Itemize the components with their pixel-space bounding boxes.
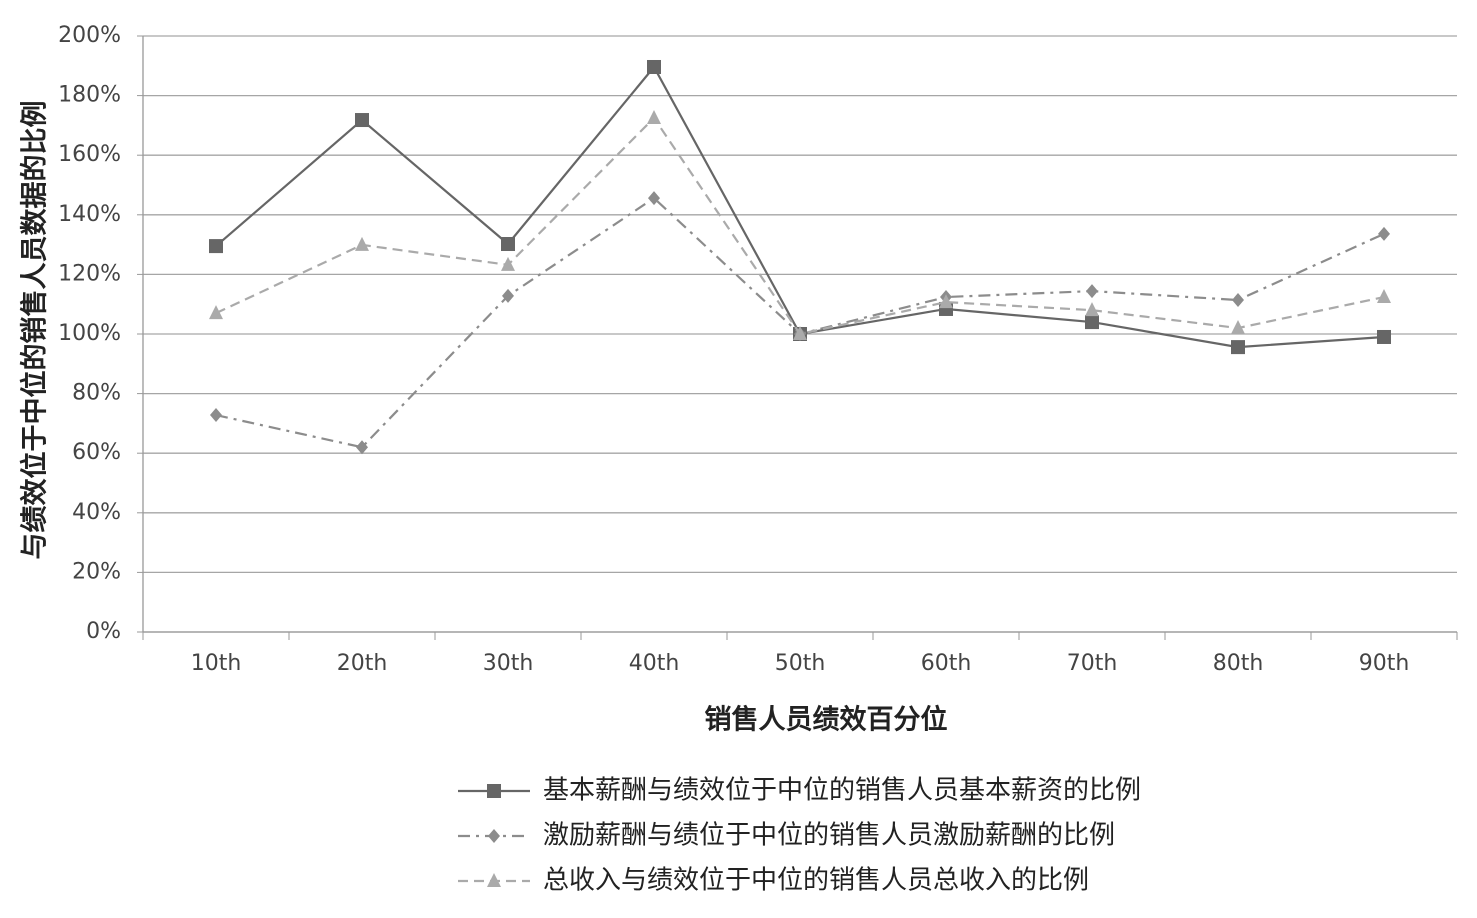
legend-marker — [487, 873, 501, 887]
x-tick-label: 40th — [629, 651, 680, 676]
data-point — [1232, 293, 1244, 308]
y-axis-title: 与绩效位于中位的销售人员数据的比例 — [19, 101, 51, 560]
data-point — [1377, 289, 1391, 304]
data-point — [648, 191, 660, 206]
data-point — [1086, 284, 1098, 299]
data-point — [210, 408, 222, 423]
data-point — [1085, 302, 1099, 317]
x-tick-label: 20th — [337, 651, 388, 676]
data-point — [502, 288, 514, 303]
data-point — [1085, 315, 1099, 330]
x-tick-label: 10th — [191, 651, 242, 676]
y-tick-label: 160% — [58, 142, 121, 167]
series-line — [215, 196, 1385, 449]
x-tick-label: 30th — [483, 651, 534, 676]
x-tick-label: 50th — [775, 651, 826, 676]
y-tick-label: 180% — [58, 83, 121, 108]
x-tick-label: 80th — [1213, 651, 1264, 676]
data-point — [356, 440, 368, 455]
data-point — [939, 294, 953, 309]
data-point — [209, 239, 223, 254]
data-point — [355, 113, 369, 128]
y-tick-label: 60% — [72, 440, 121, 465]
legend-marker — [488, 829, 500, 843]
data-point — [501, 237, 515, 252]
data-point — [355, 236, 369, 251]
x-tick-label: 60th — [921, 651, 972, 676]
series-line — [215, 65, 1385, 349]
data-point — [1377, 329, 1391, 344]
data-point — [1231, 340, 1245, 355]
legend-label: 总收入与绩效位于中位的销售人员总收入的比例 — [543, 866, 1089, 896]
data-point — [501, 256, 515, 271]
x-tick-label: 90th — [1359, 651, 1410, 676]
x-tick-label: 70th — [1067, 651, 1118, 676]
data-point — [209, 305, 223, 320]
data-point — [647, 109, 661, 124]
y-tick-label: 120% — [58, 261, 121, 286]
data-point — [647, 59, 661, 74]
data-point — [1378, 226, 1390, 241]
data-point — [1231, 320, 1245, 335]
y-tick-label: 140% — [58, 202, 121, 227]
y-tick-label: 80% — [72, 381, 121, 406]
data-point — [793, 326, 807, 340]
y-tick-label: 20% — [72, 559, 121, 584]
y-tick-label: 0% — [86, 619, 121, 644]
y-tick-label: 200% — [58, 23, 121, 48]
series-line — [215, 116, 1385, 336]
y-tick-label: 40% — [72, 500, 121, 525]
legend-marker — [487, 784, 501, 798]
x-axis-title: 销售人员绩效百分位 — [705, 704, 948, 736]
y-tick-label: 100% — [58, 321, 121, 346]
legend-label: 基本薪酬与绩效位于中位的销售人员基本薪资的比例 — [543, 776, 1141, 806]
legend-label: 激励薪酬与绩位于中位的销售人员激励薪酬的比例 — [543, 821, 1115, 851]
